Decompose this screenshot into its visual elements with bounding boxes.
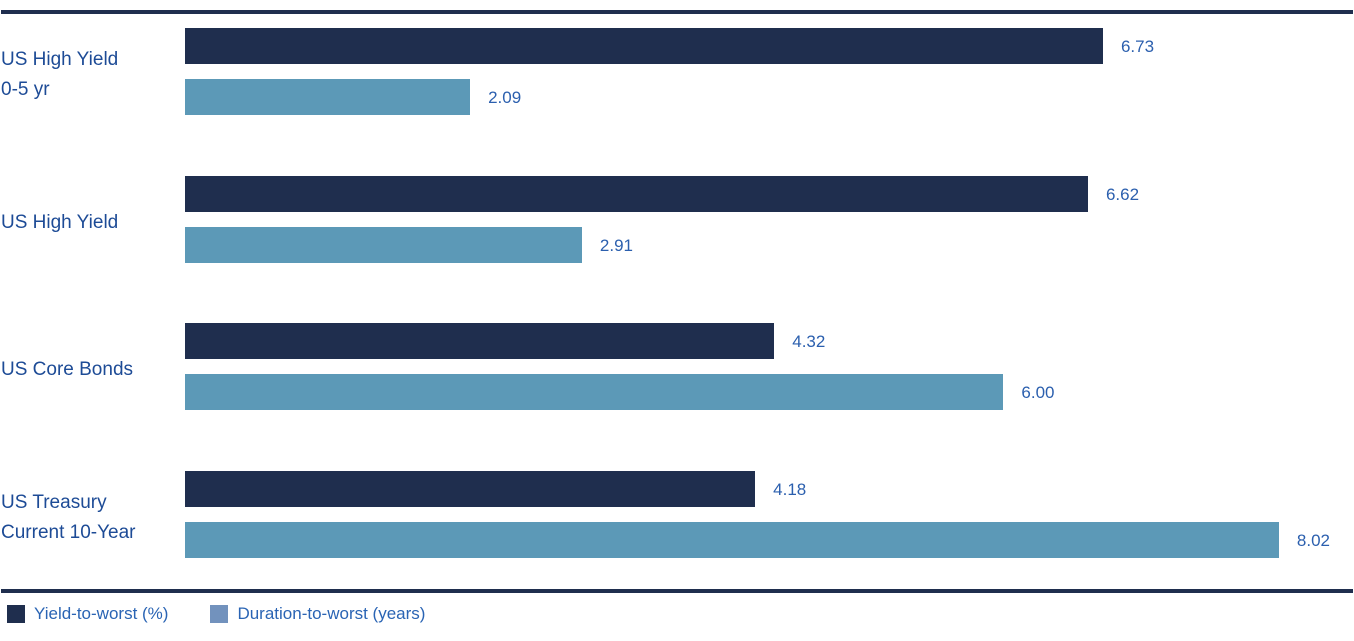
bar-yield-to-worst <box>185 175 1088 212</box>
bottom-rule <box>1 589 1353 593</box>
value-label: 6.00 <box>1021 383 1055 402</box>
category-label: US Core Bonds <box>1 355 181 385</box>
bar-duration-to-worst <box>185 522 1279 558</box>
value-label: 8.02 <box>1296 531 1331 550</box>
category-label-line: US Treasury <box>1 492 107 513</box>
legend-item: Duration-to-worst (years) <box>210 604 425 624</box>
value-label: 6.73 <box>1120 37 1155 56</box>
legend-item: Yield-to-worst (%) <box>7 604 168 624</box>
legend-label: Duration-to-worst (years) <box>237 604 426 623</box>
top-rule <box>1 10 1353 14</box>
bar-duration-to-worst <box>185 374 1004 410</box>
category-label: US High Yield <box>1 208 181 238</box>
bar-yield-to-worst <box>185 28 1103 64</box>
bar-yield-to-worst <box>185 471 756 507</box>
category-label-line: 0-5 yr <box>1 79 50 100</box>
chart-legend: Yield-to-worst (%) Duration-to-worst (yea… <box>7 604 425 624</box>
bar-duration-to-worst <box>185 79 471 115</box>
legend-swatch-icon <box>7 605 25 623</box>
category-label-line: Current 10-Year <box>1 522 136 543</box>
value-label: 2.91 <box>599 235 634 255</box>
category-label-line: US High Yield <box>1 49 119 70</box>
bar-yield-to-worst <box>185 323 775 359</box>
value-label: 2.09 <box>488 88 522 107</box>
value-label: 4.32 <box>792 332 826 351</box>
legend-swatch-icon <box>210 605 229 623</box>
legend-label: Yield-to-worst (%) <box>34 604 169 623</box>
category-label: US Treasury Current 10-Year <box>1 488 181 548</box>
category-label: US High Yield 0-5 yr <box>1 45 181 105</box>
value-label: 4.18 <box>773 480 807 499</box>
category-label-line: US Core Bonds <box>1 359 134 380</box>
value-label: 6.62 <box>1105 184 1140 204</box>
category-label-line: US High Yield <box>1 211 119 233</box>
bar-duration-to-worst <box>185 226 582 263</box>
